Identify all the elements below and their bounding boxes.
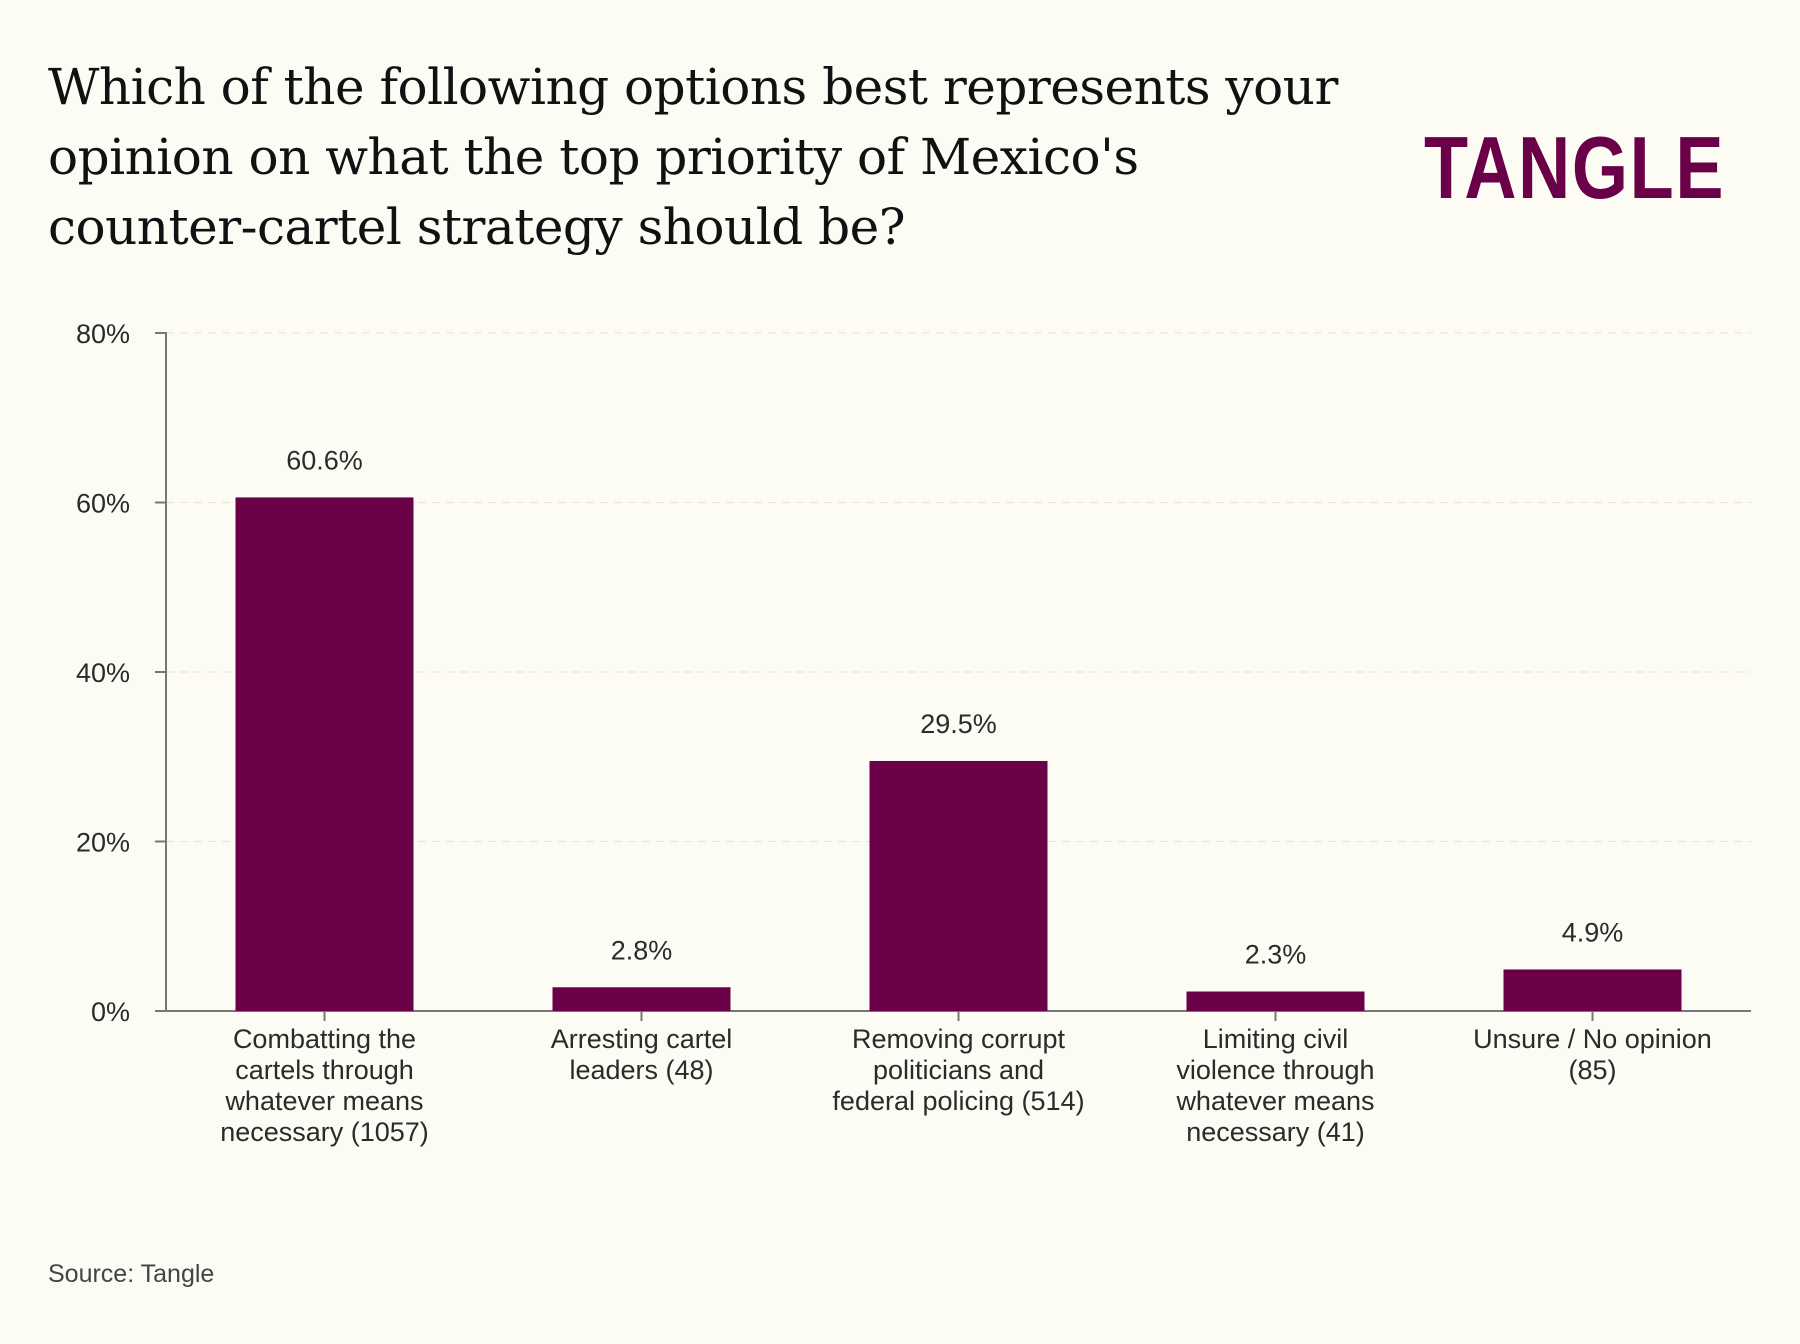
x-tick-label-line: Unsure / No opinion [1473,1024,1712,1054]
bar [869,760,1048,1011]
data-label: 2.8% [611,935,673,965]
data-label: 4.9% [1562,917,1624,947]
x-tick-label: Limiting civil violence through whatever m… [1175,1024,1374,1147]
x-tick-label-line: Arresting cartel [551,1024,733,1054]
bar [1503,969,1682,1011]
y-tick-label: 40% [76,658,130,688]
source-note: Source: Tangle [48,1260,215,1288]
x-tick-label-line: politicians and [873,1055,1044,1085]
x-tick-label-line: whatever means [224,1086,423,1116]
chart-title: Which of the following options best repr… [48,58,1338,256]
y-tick-label: 20% [76,828,130,858]
x-tick-label: Unsure / No opinion (85) [1473,1024,1712,1085]
data-label: 29.5% [920,709,997,739]
x-tick-label-line: federal policing (514) [832,1086,1084,1116]
data-label: 60.6% [286,445,363,475]
x-tick-label-line: necessary (1057) [220,1117,429,1147]
x-tick-label-line: cartels through [235,1055,414,1085]
bar [235,497,414,1011]
bar [552,987,731,1011]
x-tick-label-line: leaders (48) [569,1055,713,1085]
x-tick-label-line: whatever means [1175,1086,1374,1116]
x-tick-label-line: Removing corrupt [852,1024,1066,1054]
y-tick-label: 80% [76,319,130,349]
x-tick-label: Combatting the cartels through whatever me… [220,1024,429,1147]
x-tick-label-line: violence through [1176,1055,1374,1085]
x-tick-label-line: Limiting civil [1203,1024,1349,1054]
x-tick-label: Arresting cartel leaders (48) [551,1024,733,1085]
x-tick-label-line: Combatting the [233,1024,416,1054]
x-tick-label: Removing corrupt politicians and federal p… [832,1024,1084,1116]
bar [1186,991,1365,1011]
y-tick-label: 0% [91,997,130,1027]
x-tick-label-line: necessary (41) [1186,1117,1365,1147]
y-tick-label: 60% [76,489,130,519]
data-label: 2.3% [1245,940,1307,970]
tangle-logo: TANGLE [1424,118,1726,217]
x-tick-label-line: (85) [1568,1055,1616,1085]
